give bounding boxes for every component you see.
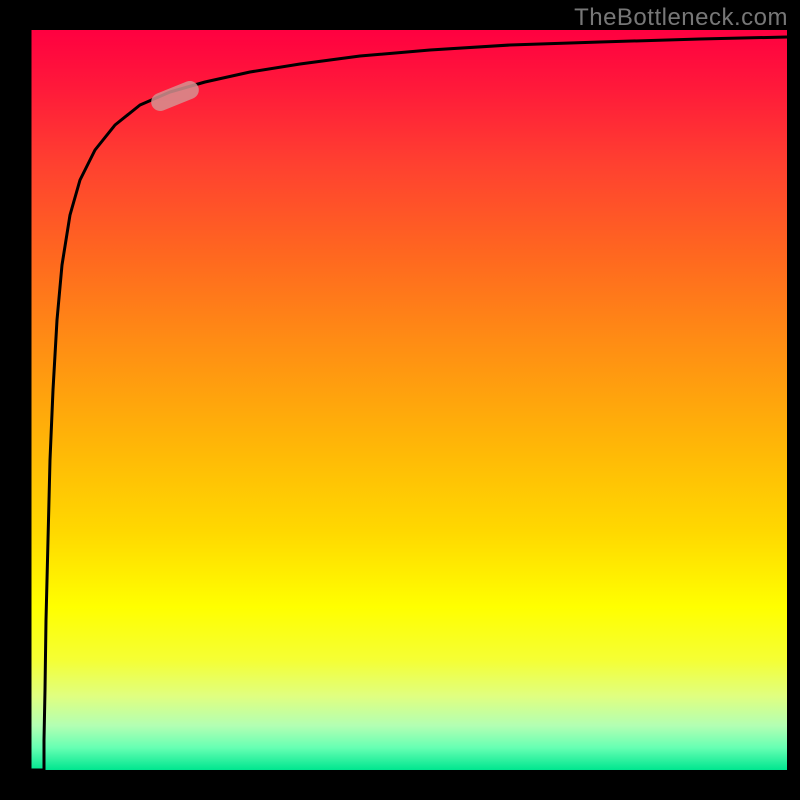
- chart-container: TheBottleneck.com: [0, 0, 800, 800]
- plot-background: [30, 30, 787, 770]
- chart-svg: [0, 0, 800, 800]
- watermark-text: TheBottleneck.com: [574, 4, 788, 32]
